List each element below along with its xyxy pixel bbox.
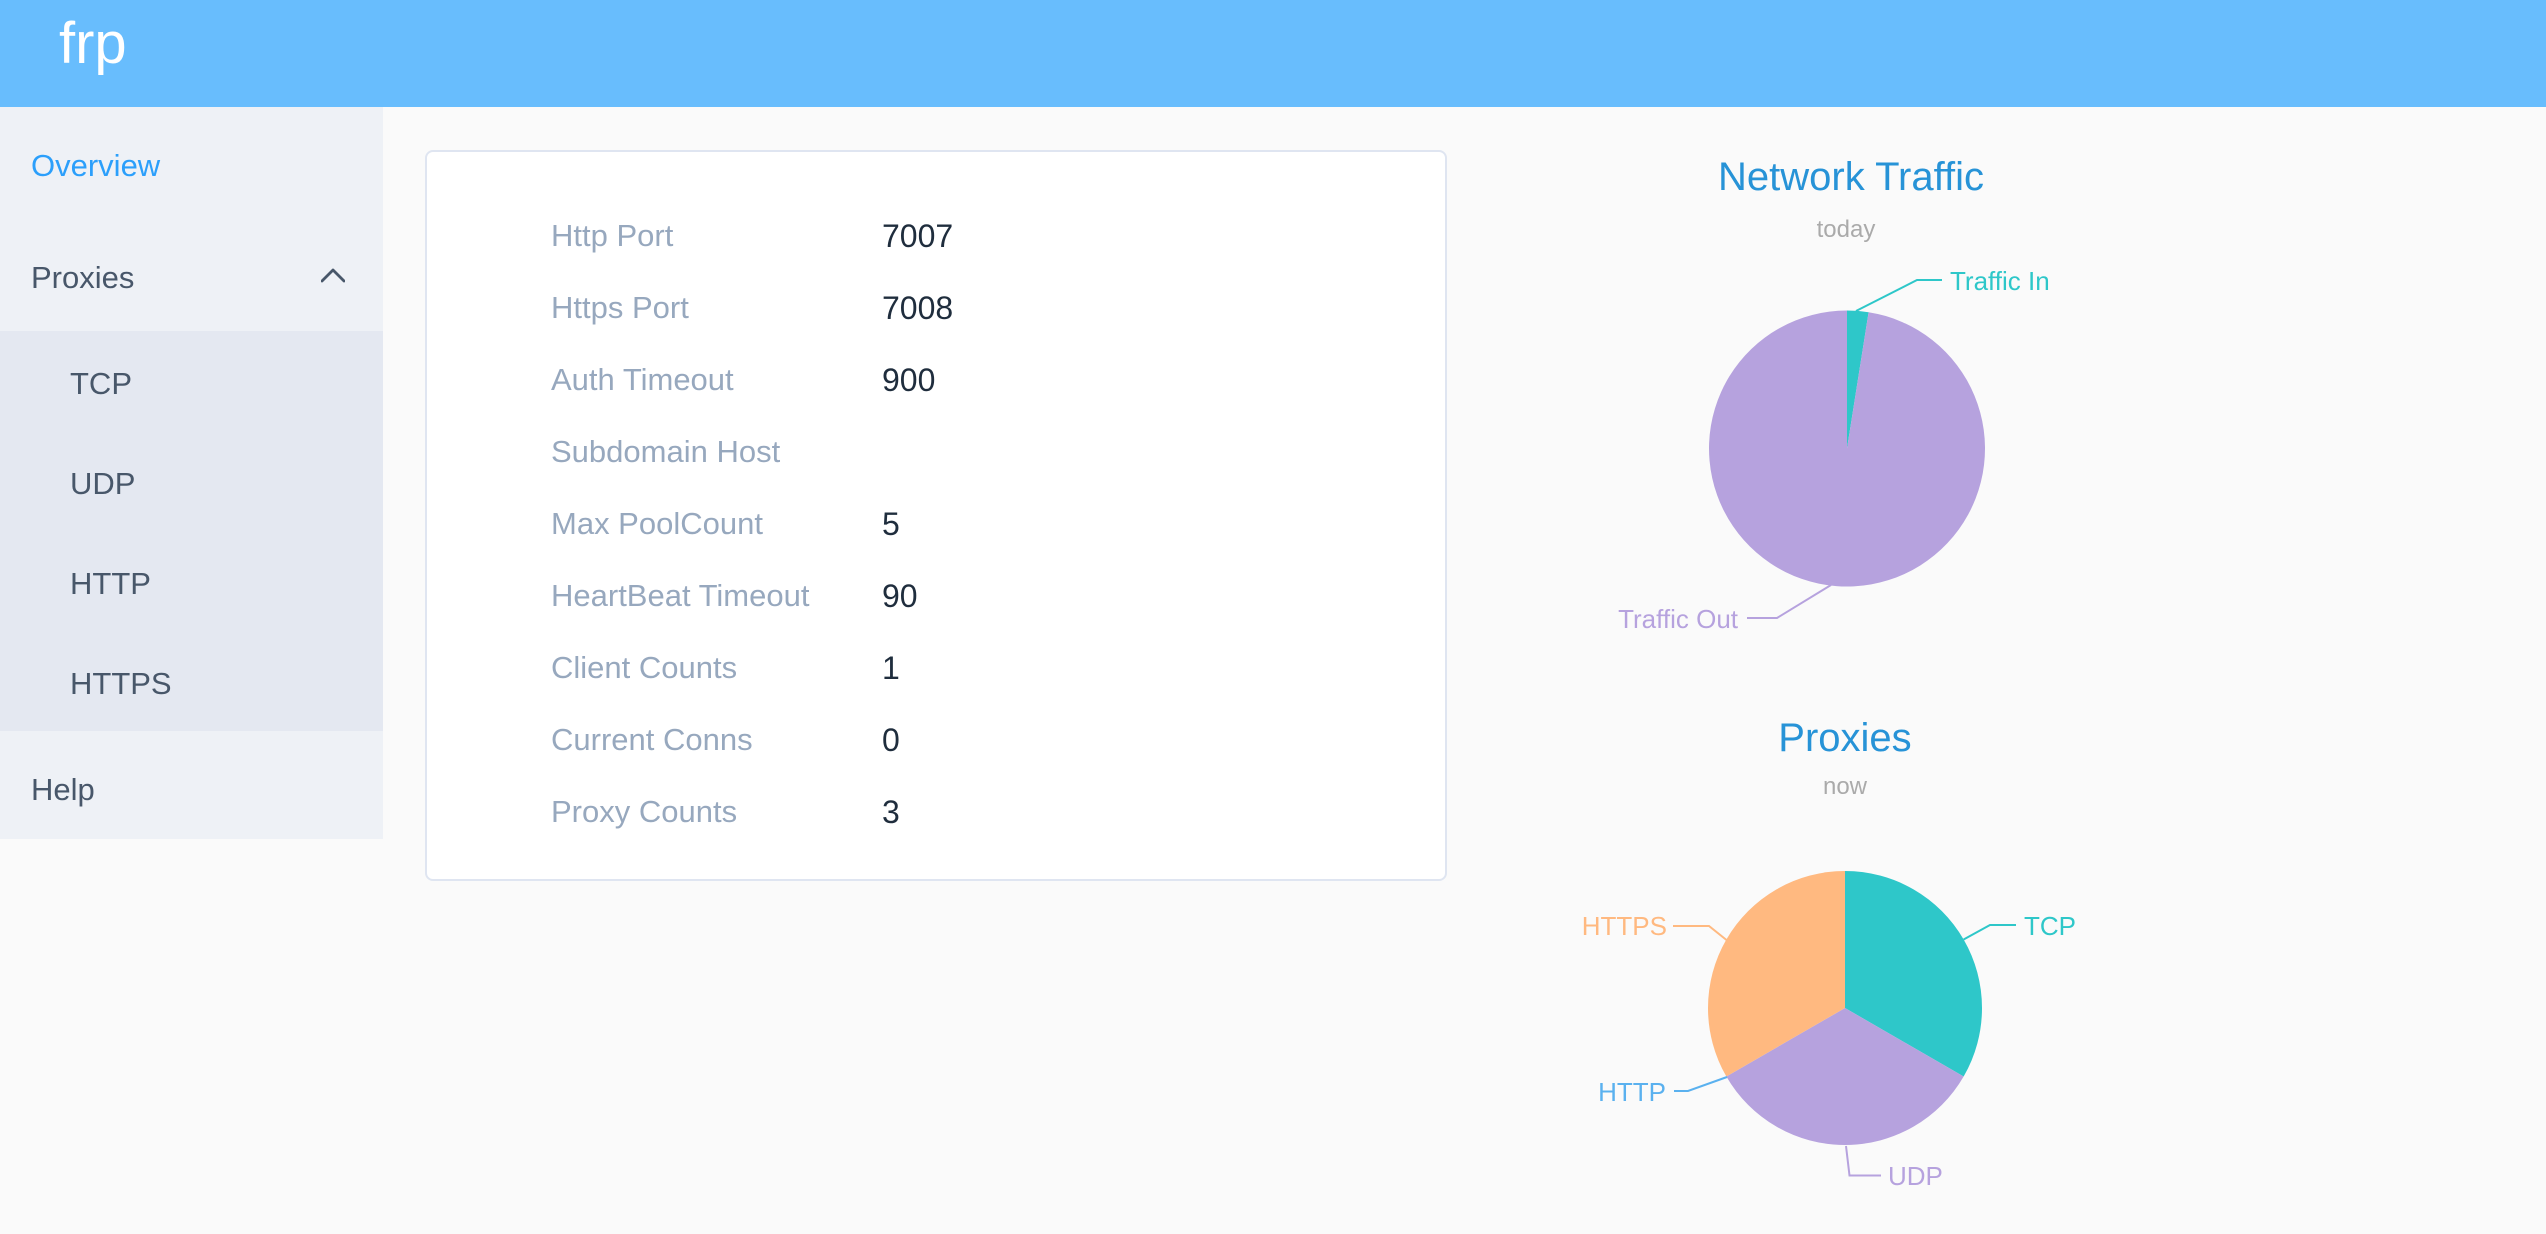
svg-text:UDP: UDP [1888, 1161, 1943, 1191]
svg-text:today: today [1817, 216, 1876, 243]
svg-text:HTTPS: HTTPS [1582, 911, 1667, 941]
svg-text:Network Traffic: Network Traffic [1718, 155, 1984, 199]
svg-text:HTTP: HTTP [1598, 1077, 1666, 1107]
svg-text:TCP: TCP [2024, 911, 2076, 941]
svg-text:Traffic Out: Traffic Out [1618, 604, 1739, 634]
svg-text:Proxies: Proxies [1778, 716, 1911, 760]
svg-text:Traffic In: Traffic In [1950, 266, 2050, 296]
svg-text:now: now [1823, 773, 1868, 800]
